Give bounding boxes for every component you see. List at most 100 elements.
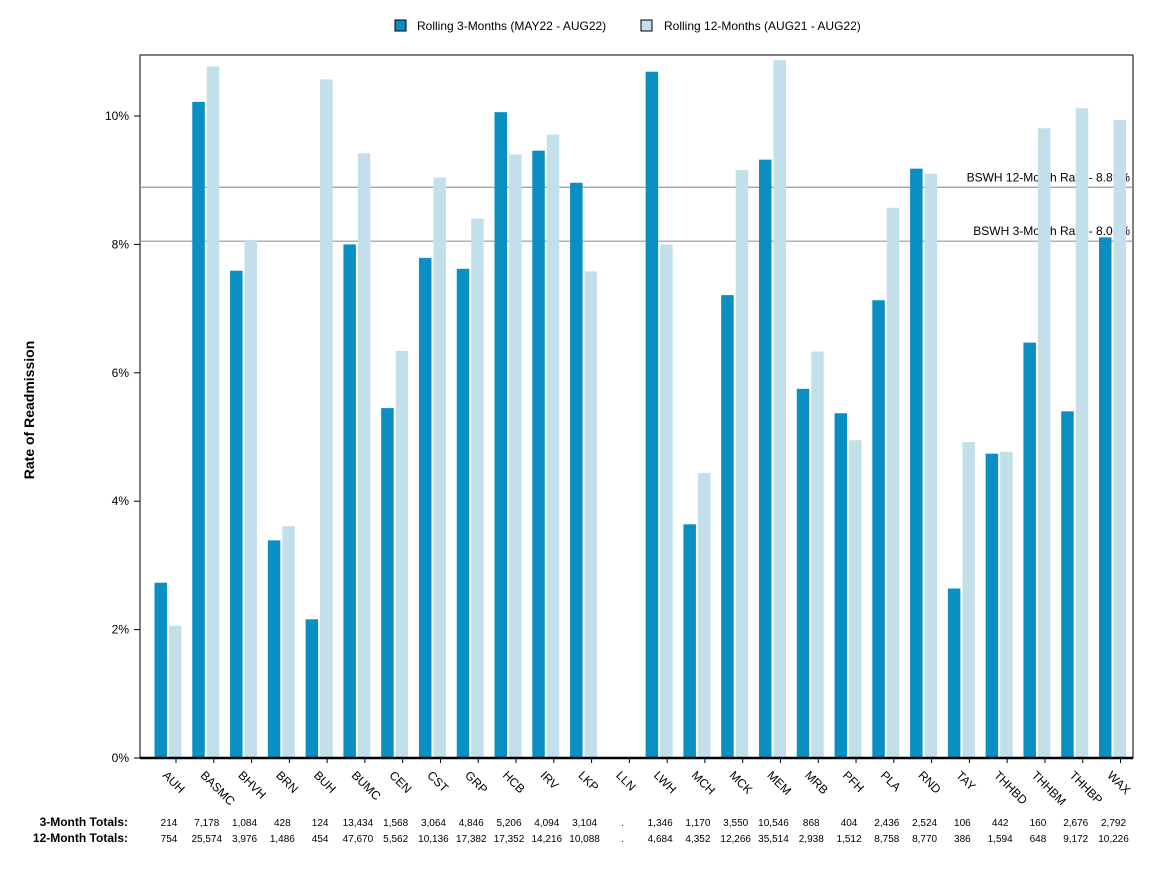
bar-12-month <box>886 207 900 758</box>
x-tick-label: THHBM <box>1029 768 1069 808</box>
three-month-total: 3,104 <box>572 818 597 829</box>
x-tick-label: IRV <box>538 768 562 792</box>
bar-12-month <box>509 154 522 758</box>
three-month-total: 4,094 <box>534 818 559 829</box>
x-tick-label: MCK <box>727 768 756 797</box>
twelve-month-total: 4,352 <box>685 834 710 845</box>
x-tick-label: AUH <box>160 768 188 796</box>
bar-12-month <box>1000 451 1013 758</box>
x-tick-label: THHBD <box>991 768 1030 807</box>
bar-3-month <box>570 182 583 758</box>
twelve-month-total: 35,514 <box>758 834 789 845</box>
twelve-month-total: 1,486 <box>270 834 295 845</box>
bar-12-month <box>660 244 673 758</box>
bar-12-month <box>1075 108 1089 758</box>
bar-12-month <box>244 239 258 758</box>
bar-3-month <box>381 408 394 758</box>
x-tick-label: WAX <box>1104 768 1133 797</box>
y-tick-label: 6% <box>112 366 130 380</box>
x-tick-label: LKP <box>575 768 601 794</box>
bar-3-month <box>230 270 243 758</box>
bar-12-month <box>924 173 938 758</box>
reference-lines: BSWH 12-Month Rate - 8.89%BSWH 3-Month R… <box>140 170 1133 242</box>
bar-3-month <box>418 257 432 758</box>
twelve-month-total: 754 <box>161 834 178 845</box>
totals-table: 3-Month Totals: 12-Month Totals: 214 754 7… <box>33 815 1129 845</box>
bar-12-month <box>546 134 560 759</box>
bar-3-month <box>305 619 319 758</box>
bar-3-month <box>758 159 772 758</box>
three-month-total: 3,064 <box>421 818 446 829</box>
three-month-total: 2,676 <box>1063 818 1088 829</box>
x-tick-label: BRN <box>273 768 301 796</box>
x-tick-label: CST <box>424 768 451 795</box>
y-tick-label: 0% <box>112 751 130 765</box>
x-tick-label: BHVH <box>235 768 268 801</box>
bars <box>154 60 1126 759</box>
three-month-total: 214 <box>161 818 178 829</box>
bar-3-month <box>154 582 167 758</box>
bar-3-month <box>494 112 508 758</box>
twelve-month-total: 1,512 <box>837 834 862 845</box>
three-month-total: 2,792 <box>1101 818 1126 829</box>
x-tick-label: CEN <box>387 768 415 796</box>
twelve-month-total: 1,594 <box>988 834 1013 845</box>
bar-3-month <box>532 150 545 759</box>
reference-line-label: BSWH 3-Month Rate - 8.05% <box>973 224 1130 238</box>
x-tick-label: MEM <box>764 768 794 798</box>
twelve-month-total: 17,382 <box>456 834 487 845</box>
bar-3-month <box>985 453 999 758</box>
x-tick-label: LWH <box>651 768 679 796</box>
three-month-total: 106 <box>954 818 971 829</box>
bar-3-month <box>1023 342 1036 758</box>
three-month-total: 2,524 <box>912 818 937 829</box>
y-tick-label: 2% <box>112 623 130 637</box>
bar-3-month <box>192 101 205 759</box>
three-month-total: 4,846 <box>459 818 484 829</box>
bar-12-month <box>169 625 182 758</box>
y-tick-label: 4% <box>112 494 130 508</box>
bar-12-month <box>697 472 711 758</box>
twelve-month-total: 648 <box>1030 834 1047 845</box>
three-month-totals-label: 3-Month Totals: <box>40 815 128 829</box>
bar-12-month <box>1113 119 1126 759</box>
x-tick-label: MCH <box>689 768 718 797</box>
bar-12-month <box>206 66 220 759</box>
twelve-month-total: 47,670 <box>343 834 374 845</box>
twelve-month-total: 12,266 <box>720 834 751 845</box>
three-month-total: 10,546 <box>758 818 789 829</box>
twelve-month-total: 5,562 <box>383 834 408 845</box>
bar-12-month <box>320 79 333 758</box>
bar-3-month <box>947 588 961 758</box>
three-month-total: 442 <box>992 818 1009 829</box>
bar-3-month <box>267 540 281 758</box>
twelve-month-total: 10,136 <box>418 834 449 845</box>
bar-12-month <box>584 271 598 758</box>
bar-12-month <box>395 350 409 758</box>
bar-3-month <box>456 268 470 758</box>
bar-3-month <box>721 295 734 758</box>
legend-swatch-12m <box>640 19 653 32</box>
bar-3-month <box>1099 237 1112 758</box>
x-tick-label: BASMC <box>198 768 238 808</box>
x-tick-label: PFH <box>840 768 867 795</box>
twelve-month-total: 4,684 <box>648 834 673 845</box>
three-month-total: 1,568 <box>383 818 408 829</box>
bar-12-month <box>471 218 484 759</box>
y-axis: 0% 2% 4% 6% 8% 10% <box>105 109 1133 765</box>
three-month-total: 2,436 <box>874 818 899 829</box>
three-month-total: 7,178 <box>194 818 219 829</box>
bar-3-month <box>343 244 356 758</box>
x-tick-label: LLN <box>613 768 638 793</box>
bar-12-month <box>1037 128 1051 758</box>
three-month-total: 160 <box>1030 818 1047 829</box>
bar-3-month <box>834 413 848 758</box>
x-tick-label: BUMC <box>349 768 384 803</box>
bar-3-month <box>645 71 659 758</box>
bar-12-month <box>735 169 749 759</box>
bar-12-month <box>773 60 786 759</box>
bar-12-month <box>282 526 295 758</box>
x-tick-label: PLA <box>878 768 904 794</box>
